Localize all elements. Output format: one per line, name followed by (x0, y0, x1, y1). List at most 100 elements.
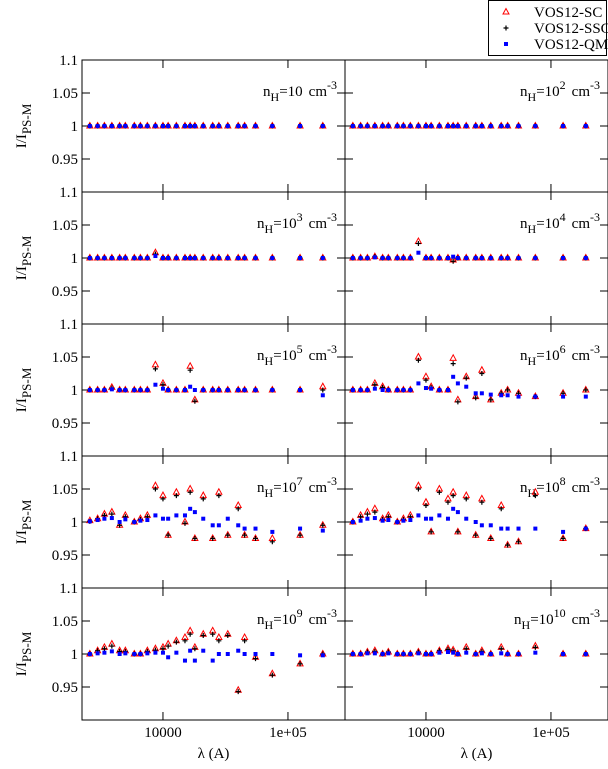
point-square (473, 652, 478, 656)
point-square (166, 655, 171, 660)
point-square (372, 124, 377, 128)
point-square (561, 652, 566, 656)
point-square (437, 650, 442, 655)
point-square (298, 124, 303, 128)
panel: nH=104 cm-3 (344, 191, 608, 325)
point-square (455, 381, 460, 386)
point-square (160, 386, 165, 391)
point-square (372, 255, 377, 260)
point-square (408, 652, 413, 656)
point-square (505, 526, 510, 531)
point-square (455, 256, 460, 260)
annotation-exp: 9 (297, 606, 303, 620)
point-square (395, 388, 400, 392)
point-square (153, 124, 158, 128)
point-square (153, 650, 158, 655)
annotation-n: n (514, 612, 522, 628)
annotation-sub: H (528, 486, 537, 500)
point-square (516, 394, 521, 399)
point-plus (463, 496, 469, 502)
point-square (499, 124, 504, 128)
point-plus (560, 536, 566, 541)
y-tick-label: 1 (71, 647, 79, 663)
point-square (253, 124, 258, 128)
point-square (499, 256, 504, 260)
annotation-sub: H (528, 354, 537, 368)
point-square (386, 256, 391, 260)
point-square (216, 388, 221, 392)
point-square (320, 393, 325, 398)
y-tick-label: 1.05 (52, 614, 78, 630)
point-square (236, 648, 241, 653)
point-square (225, 516, 230, 521)
point-square (87, 124, 92, 128)
point-square (182, 256, 187, 260)
point-square (123, 124, 128, 128)
point-plus (450, 361, 456, 367)
point-square (350, 124, 355, 128)
point-square (87, 388, 92, 392)
point-square (365, 651, 370, 656)
point-square (451, 650, 456, 655)
annotation-n: n (257, 216, 265, 232)
point-plus (187, 489, 193, 495)
point-plus (463, 375, 469, 381)
point-square (188, 124, 193, 128)
point-square (210, 256, 215, 260)
point-square (87, 652, 92, 656)
y-axis-label: I/IPS-M (14, 367, 34, 412)
point-square (488, 523, 493, 528)
point-square (451, 254, 456, 259)
point-square (445, 124, 450, 128)
point-square (160, 124, 165, 128)
point-square (242, 388, 247, 392)
point-plus (450, 493, 456, 499)
point-square (95, 124, 100, 128)
annotation-sub: H (265, 486, 274, 500)
point-square (117, 520, 122, 524)
point-square (533, 394, 538, 399)
point-square (236, 124, 241, 128)
point-square (350, 652, 355, 656)
point-plus (463, 646, 469, 652)
point-plus (160, 646, 166, 652)
point-plus (253, 656, 259, 662)
annotation-eq: =10 (536, 348, 559, 364)
point-plus (364, 511, 370, 517)
point-square (464, 124, 469, 128)
point-square (429, 256, 434, 260)
point-square (464, 384, 469, 389)
panel: 0.95 1 1.05 1.1 I/IPS-M nH=103 cm-3 (14, 185, 346, 325)
point-square (123, 517, 128, 522)
point-plus (479, 371, 485, 376)
annotation-sub: H (265, 222, 274, 236)
annotation-n: n (520, 480, 528, 496)
annotation-sub: H (528, 90, 537, 104)
point-square (473, 256, 478, 260)
point-square (123, 388, 128, 392)
y-axis-label-text: I/I (14, 134, 30, 148)
point-square (174, 256, 179, 260)
point-square (437, 124, 442, 128)
point-plus (235, 506, 241, 512)
point-square (516, 526, 521, 531)
point-square (188, 256, 193, 260)
point-plus (109, 511, 115, 517)
annotation-unit: cm (309, 84, 328, 100)
point-square (358, 256, 363, 260)
point-square (138, 256, 143, 260)
point-square (216, 523, 221, 528)
annotation-exp: 6 (560, 342, 566, 356)
point-square (408, 124, 413, 128)
point-plus (269, 672, 275, 678)
point-plus (488, 397, 494, 403)
point-square (320, 256, 325, 260)
point-square (253, 256, 258, 260)
point-square (132, 388, 137, 392)
point-square (298, 256, 303, 260)
point-square (201, 516, 206, 521)
point-square (270, 124, 275, 128)
point-square (395, 124, 400, 128)
point-square (423, 652, 428, 656)
